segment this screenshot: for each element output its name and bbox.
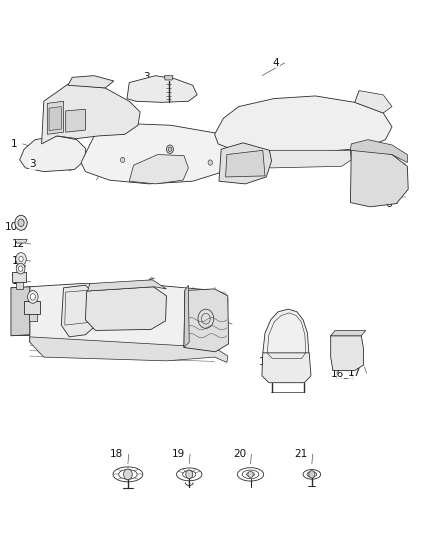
Polygon shape: [11, 287, 30, 336]
Polygon shape: [129, 155, 188, 184]
Circle shape: [16, 253, 26, 265]
Polygon shape: [81, 124, 243, 184]
Circle shape: [18, 266, 23, 271]
Polygon shape: [47, 101, 64, 134]
Circle shape: [30, 294, 35, 300]
Circle shape: [166, 145, 173, 154]
Circle shape: [186, 470, 193, 479]
Text: 7: 7: [104, 294, 110, 303]
Text: 11: 11: [12, 256, 25, 266]
Circle shape: [19, 256, 23, 262]
Polygon shape: [16, 282, 23, 289]
Circle shape: [16, 263, 25, 274]
Polygon shape: [355, 91, 392, 113]
Polygon shape: [20, 136, 85, 172]
Text: 10: 10: [5, 222, 18, 231]
Circle shape: [18, 219, 24, 227]
Text: 2: 2: [56, 95, 62, 105]
Text: 17: 17: [348, 368, 361, 378]
Circle shape: [28, 290, 38, 303]
Polygon shape: [66, 109, 85, 132]
Text: 20: 20: [233, 449, 246, 459]
Polygon shape: [49, 107, 61, 131]
Circle shape: [15, 215, 27, 230]
Polygon shape: [331, 330, 366, 336]
Text: 13: 13: [12, 277, 25, 286]
Circle shape: [120, 157, 125, 163]
Text: 3: 3: [143, 72, 150, 82]
Polygon shape: [127, 76, 197, 102]
Text: 14: 14: [259, 358, 272, 367]
Text: 18: 18: [110, 449, 124, 459]
Circle shape: [124, 469, 132, 480]
Circle shape: [248, 471, 253, 478]
Polygon shape: [263, 309, 309, 360]
Polygon shape: [61, 285, 96, 337]
Polygon shape: [15, 239, 27, 243]
Text: 12: 12: [12, 239, 25, 249]
Polygon shape: [12, 272, 26, 282]
Polygon shape: [331, 336, 364, 370]
Polygon shape: [30, 337, 228, 362]
Polygon shape: [262, 353, 311, 383]
Circle shape: [208, 160, 212, 165]
Text: 8: 8: [139, 283, 145, 293]
Polygon shape: [88, 280, 166, 291]
Polygon shape: [24, 301, 40, 314]
Polygon shape: [184, 289, 229, 352]
Text: 5: 5: [233, 156, 240, 166]
Polygon shape: [226, 150, 265, 177]
Polygon shape: [215, 96, 392, 152]
Polygon shape: [350, 148, 408, 207]
Polygon shape: [350, 140, 407, 163]
Text: 9: 9: [220, 319, 227, 329]
Polygon shape: [29, 314, 37, 321]
Polygon shape: [219, 143, 272, 184]
Polygon shape: [68, 76, 114, 88]
Polygon shape: [243, 150, 351, 168]
Polygon shape: [17, 265, 25, 271]
Text: 15: 15: [274, 374, 287, 383]
Text: 6: 6: [385, 199, 392, 208]
Text: 4: 4: [273, 58, 279, 68]
Text: 21: 21: [294, 449, 307, 459]
Circle shape: [309, 471, 315, 478]
Polygon shape: [85, 287, 166, 330]
Text: 19: 19: [172, 449, 185, 459]
Polygon shape: [30, 284, 228, 354]
Polygon shape: [184, 285, 189, 348]
Polygon shape: [42, 84, 140, 144]
Text: 3: 3: [29, 159, 36, 169]
Text: 16: 16: [331, 369, 344, 379]
Polygon shape: [164, 76, 173, 80]
Text: 1: 1: [11, 139, 18, 149]
